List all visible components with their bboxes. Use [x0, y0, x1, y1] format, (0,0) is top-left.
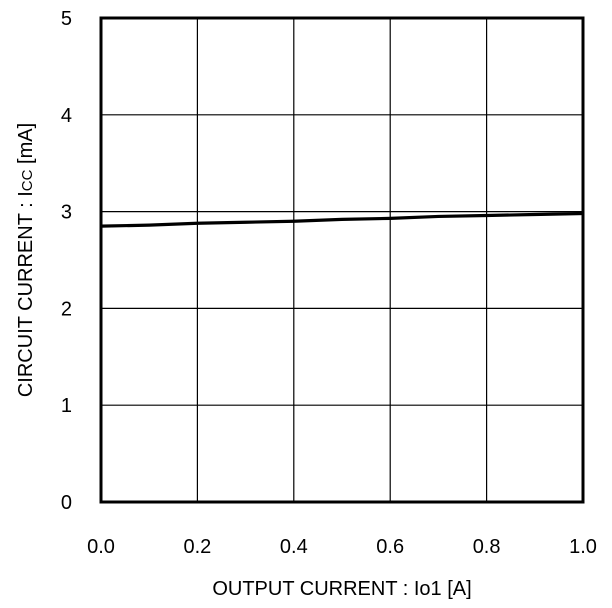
y-tick-label: 4 [61, 105, 72, 127]
series-layer [100, 211, 584, 228]
y-tick-label: 2 [61, 298, 72, 320]
x-tick-label: 0.4 [280, 536, 308, 558]
x-tick-label: 0.6 [376, 536, 404, 558]
x-tick-label: 0.8 [473, 536, 501, 558]
y-tick-labels: 0 1 2 3 4 5 [61, 8, 72, 514]
y-tick-label: 5 [61, 8, 72, 30]
y-axis-label: CIRCUIT CURRENT : ICC [mA] [15, 123, 37, 397]
y-tick-label: 0 [61, 492, 72, 514]
x-tick-label: 1.0 [569, 536, 597, 558]
grid [100, 17, 584, 503]
y-tick-label: 3 [61, 202, 72, 224]
series-line [100, 211, 584, 228]
y-axis-label-main: CIRCUIT CURRENT : I [15, 191, 37, 397]
y-axis-label-unit: [mA] [15, 123, 37, 170]
y-axis-label-sub: CC [19, 169, 36, 191]
plot-frame [99, 16, 585, 504]
x-tick-label: 0.0 [87, 536, 115, 558]
y-tick-label: 1 [61, 395, 72, 417]
x-tick-label: 0.2 [183, 536, 211, 558]
x-tick-labels: 0.0 0.2 0.4 0.6 0.8 1.0 [87, 536, 597, 558]
x-axis-label: OUTPUT CURRENT : Io1 [A] [212, 578, 471, 600]
